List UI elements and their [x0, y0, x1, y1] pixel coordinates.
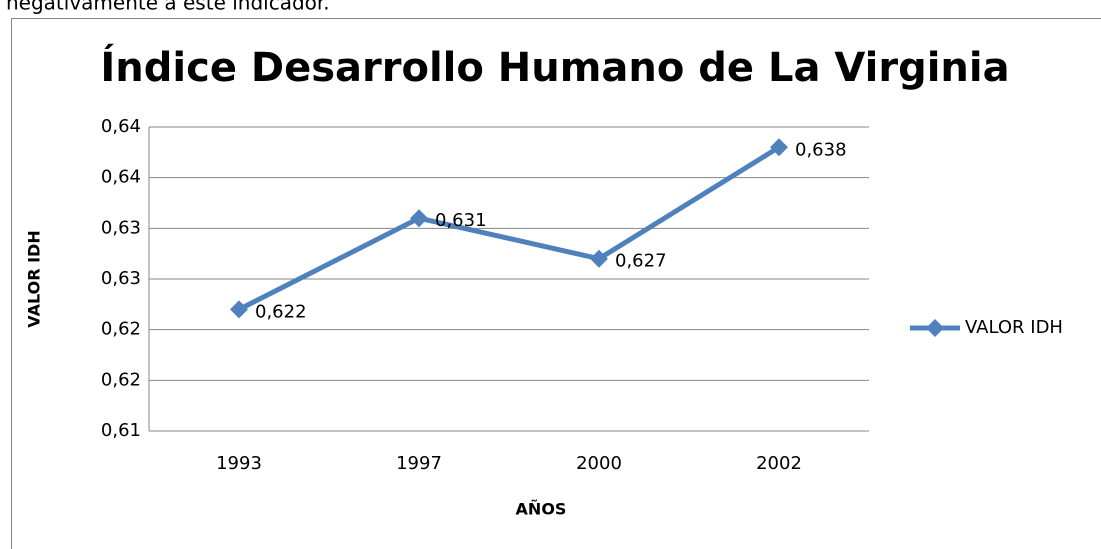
y-tick-label: 0,64	[101, 116, 141, 137]
point-marker	[410, 209, 428, 228]
data-label: 0,622	[255, 301, 307, 322]
chart-title: Índice Desarrollo Humano de La Virginia	[100, 43, 1009, 91]
x-tick-label: 1993	[216, 453, 262, 474]
y-tick-label: 0,63	[101, 217, 141, 238]
data-label: 0,631	[435, 210, 487, 231]
y-tick-label: 0,61	[101, 420, 141, 441]
y-tick-label: 0,62	[101, 319, 141, 340]
chart-frame	[11, 18, 1101, 549]
y-tick-label: 0,63	[101, 268, 141, 289]
data-label: 0,627	[615, 251, 667, 272]
y-tick-label: 0,62	[101, 369, 141, 390]
y-tick-label: 0,64	[101, 167, 141, 188]
x-tick-label: 2002	[756, 453, 802, 474]
x-tick-label: 1997	[396, 453, 442, 474]
point-marker	[230, 300, 248, 319]
context-text: negativamente a este indicador.	[6, 0, 330, 15]
x-tick-label: 2000	[576, 453, 622, 474]
point-marker	[770, 138, 788, 157]
y-axis-title: VALOR IDH	[25, 230, 44, 327]
x-axis-title: AÑOS	[516, 500, 567, 519]
data-label: 0,638	[795, 139, 847, 160]
series-line	[237, 145, 781, 312]
legend-label: VALOR IDH	[965, 317, 1063, 338]
point-marker	[590, 249, 608, 268]
legend-marker	[926, 319, 944, 337]
